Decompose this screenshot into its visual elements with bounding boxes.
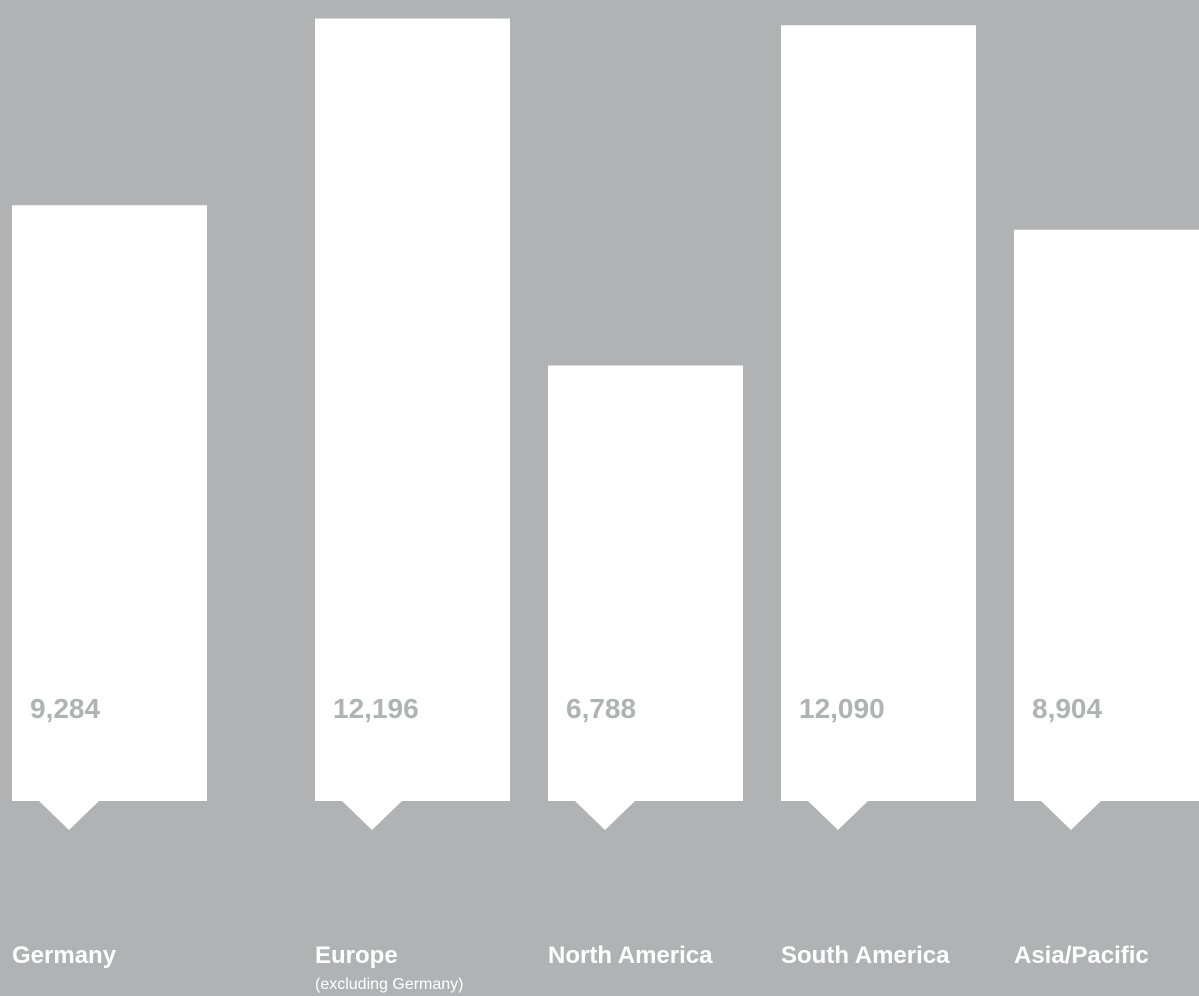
category-label: Asia/Pacific <box>1014 942 1149 969</box>
bar-asia-pacific <box>1014 229 1199 830</box>
category-label: South America <box>781 942 950 969</box>
value-label: 12,090 <box>799 693 885 724</box>
value-label: 12,196 <box>333 693 419 724</box>
bar-europe <box>315 18 510 830</box>
value-label: 8,904 <box>1032 693 1102 724</box>
value-label: 9,284 <box>30 693 100 724</box>
bar-south-america <box>781 25 976 831</box>
category-label: Germany <box>12 942 117 969</box>
category-label: Europe <box>315 942 398 969</box>
category-label: North America <box>548 942 713 969</box>
bar-north-america <box>548 365 743 830</box>
bar-germany <box>12 205 207 831</box>
category-sublabel: (excluding Germany) <box>315 976 464 993</box>
value-label: 6,788 <box>566 693 636 724</box>
